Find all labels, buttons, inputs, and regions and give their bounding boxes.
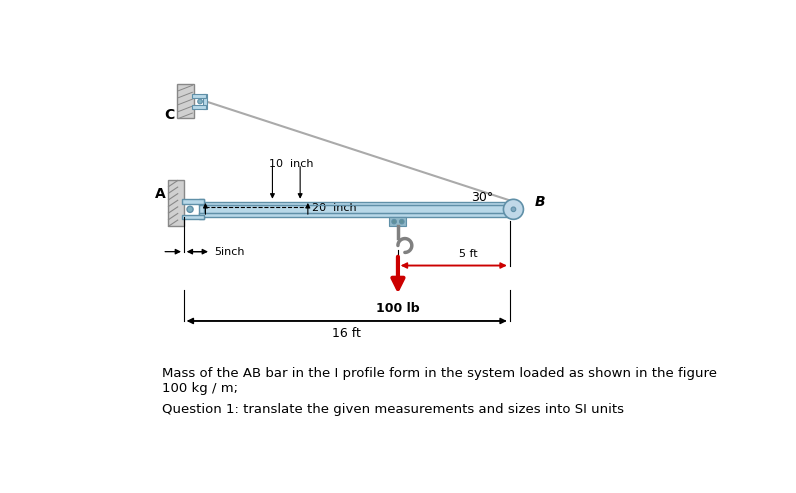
Circle shape bbox=[197, 99, 202, 104]
Text: 5 ft: 5 ft bbox=[459, 249, 478, 259]
Circle shape bbox=[400, 219, 404, 224]
FancyBboxPatch shape bbox=[199, 202, 509, 206]
Text: Mass of the AB bar in the I profile form in the system loaded as shown in the fi: Mass of the AB bar in the I profile form… bbox=[162, 367, 716, 380]
Text: 5inch: 5inch bbox=[215, 246, 245, 257]
Text: 10  inch: 10 inch bbox=[268, 159, 313, 169]
FancyBboxPatch shape bbox=[193, 94, 206, 98]
FancyBboxPatch shape bbox=[389, 217, 407, 226]
Circle shape bbox=[187, 206, 193, 212]
Text: 20  inch: 20 inch bbox=[312, 203, 357, 213]
Text: 100 kg / m;: 100 kg / m; bbox=[162, 382, 237, 395]
FancyBboxPatch shape bbox=[193, 106, 206, 109]
FancyBboxPatch shape bbox=[199, 206, 509, 213]
Circle shape bbox=[503, 199, 524, 219]
Text: 30°: 30° bbox=[471, 191, 494, 204]
Text: 100 lb: 100 lb bbox=[377, 303, 419, 316]
FancyBboxPatch shape bbox=[182, 199, 204, 204]
FancyBboxPatch shape bbox=[199, 213, 509, 217]
FancyBboxPatch shape bbox=[203, 94, 207, 109]
Text: Question 1: translate the given measurements and sizes into SI units: Question 1: translate the given measurem… bbox=[162, 403, 623, 416]
FancyBboxPatch shape bbox=[182, 214, 204, 219]
FancyBboxPatch shape bbox=[177, 84, 194, 118]
Text: B: B bbox=[535, 195, 545, 209]
Text: C: C bbox=[165, 107, 174, 122]
FancyBboxPatch shape bbox=[199, 199, 204, 219]
Text: 16 ft: 16 ft bbox=[332, 327, 361, 340]
FancyBboxPatch shape bbox=[169, 180, 184, 226]
Circle shape bbox=[392, 219, 396, 224]
Circle shape bbox=[511, 207, 516, 211]
Text: A: A bbox=[154, 187, 166, 201]
